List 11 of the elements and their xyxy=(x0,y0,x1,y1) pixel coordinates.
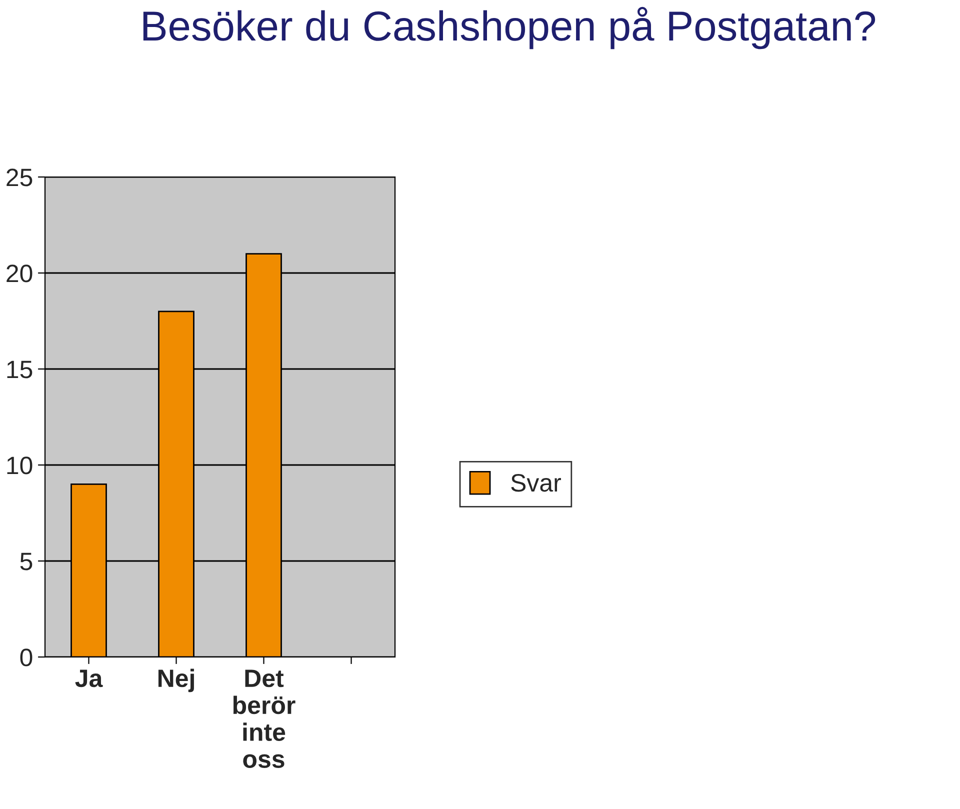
x-tick-label: Nej xyxy=(158,668,194,692)
y-tick-label: 15 xyxy=(7,360,32,378)
x-tick-label: Det berör inte oss xyxy=(233,670,296,768)
y-tick-label: 25 xyxy=(6,168,32,186)
text: Besöker du Cashshopen på Postgatan? xyxy=(143,6,876,50)
y-tick-label: 20 xyxy=(6,264,32,282)
y-tick-label: 5 xyxy=(20,552,32,570)
y-tick-label: 10 xyxy=(7,456,32,474)
legend-label: Svar xyxy=(511,474,561,492)
y-tick-label: 0 xyxy=(20,648,32,666)
x-tick-label: Ja xyxy=(75,670,103,688)
